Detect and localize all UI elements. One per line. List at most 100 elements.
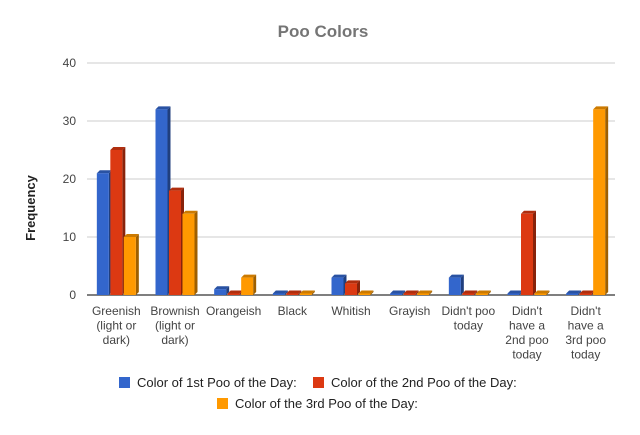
bar-top <box>182 210 198 214</box>
bar-top <box>448 274 464 278</box>
bar-face <box>96 173 109 295</box>
bar-face <box>155 109 168 296</box>
bar-top <box>521 210 536 214</box>
x-category-label: Whitish <box>331 304 370 318</box>
bar <box>521 210 536 295</box>
bar <box>462 290 478 295</box>
x-category-label-line: dark) <box>103 333 130 347</box>
bar-face <box>286 293 299 295</box>
x-category-label-line: dark) <box>161 333 188 347</box>
bar-side <box>298 290 302 295</box>
bar-top <box>475 290 491 294</box>
bar-top <box>214 286 230 290</box>
x-category-label: Didn't have a 2nd poo today <box>505 304 549 362</box>
x-category-label-line: (light or <box>155 319 195 333</box>
x-category-label-line: Whitish <box>331 304 370 318</box>
bar-side <box>370 290 374 295</box>
bar-face <box>345 283 357 295</box>
bar-top <box>110 147 126 150</box>
x-category-label-line: Grayish <box>389 304 430 318</box>
x-category-label: Orangeish <box>206 304 261 318</box>
bar-face <box>403 293 416 295</box>
y-tick-label: 40 <box>63 56 77 70</box>
bar-face <box>272 293 285 295</box>
legend-swatch <box>313 377 324 388</box>
bar <box>169 187 184 295</box>
bar <box>579 290 595 295</box>
x-category-label-line: have a <box>509 319 545 333</box>
bar <box>182 210 198 295</box>
x-category-label-line: today <box>454 319 483 333</box>
bar <box>358 290 374 295</box>
x-category-label-line: 2nd poo <box>505 333 549 347</box>
bar-face <box>448 277 461 295</box>
x-category-label-line: 3rd poo <box>565 333 606 347</box>
x-category-label: Black <box>278 304 308 318</box>
bar-face <box>227 293 240 295</box>
bar-face <box>417 293 430 295</box>
bar-top <box>286 290 302 294</box>
bar-top <box>462 290 478 294</box>
bar-top <box>272 290 288 294</box>
bar <box>214 286 230 295</box>
bar <box>448 274 464 295</box>
bar <box>417 290 433 295</box>
legend: Color of 1st Poo of the Day: Color of the… <box>119 375 517 411</box>
bar-face <box>579 293 592 295</box>
x-category-label: Greenish (light or dark) <box>92 304 141 347</box>
bar-top <box>579 290 595 294</box>
bar-top <box>331 274 347 278</box>
bar-face <box>110 150 123 295</box>
bar-top <box>390 290 406 294</box>
bar <box>241 274 257 295</box>
bar-side <box>460 274 464 295</box>
y-axis-label: Frequency <box>23 174 38 241</box>
y-tick-label: 10 <box>63 230 77 244</box>
x-category-label: Brownish (light or dark) <box>150 304 199 347</box>
bar-side <box>429 290 433 295</box>
bar-side <box>533 210 536 295</box>
bar-top <box>227 290 243 294</box>
bar-side <box>415 290 419 295</box>
y-axis-ticks: 0 10 20 30 40 <box>63 56 77 302</box>
x-category-label-line: Didn't <box>512 304 543 318</box>
bar-face <box>593 109 606 296</box>
bar-side <box>253 274 257 295</box>
bar <box>345 280 360 295</box>
y-tick-label: 30 <box>63 114 77 128</box>
x-category-label-line: Black <box>278 304 308 318</box>
bar <box>534 290 550 295</box>
y-tick-label: 20 <box>63 172 77 186</box>
bar-face <box>507 293 520 295</box>
bar-face <box>358 293 371 295</box>
bar-side <box>402 290 406 295</box>
x-category-label-line: today <box>512 348 541 362</box>
bar-face <box>182 213 195 295</box>
bar-top <box>403 290 419 294</box>
bar-face <box>169 190 181 295</box>
bar-side <box>135 234 139 295</box>
bar-top <box>358 290 374 294</box>
x-category-label-line: Didn't poo <box>441 304 495 318</box>
bar-side <box>311 290 315 295</box>
bar-face <box>566 293 579 295</box>
bar-top <box>169 187 184 191</box>
legend-label: Color of the 2nd Poo of the Day: <box>331 375 517 390</box>
bar-side <box>284 290 288 295</box>
bar <box>286 290 302 295</box>
bar-top <box>299 290 315 294</box>
bar-top <box>593 106 609 110</box>
legend-swatch <box>217 398 228 409</box>
x-category-label-line: Orangeish <box>206 304 261 318</box>
bar <box>96 170 112 295</box>
bar-side <box>546 290 550 295</box>
x-category-label-line: Brownish <box>150 304 199 318</box>
bar <box>299 290 315 295</box>
bar-face <box>534 293 547 295</box>
chart-title: Poo Colors <box>278 22 369 41</box>
x-category-label: Didn't poo today <box>441 304 495 333</box>
bar <box>566 290 582 295</box>
bar-top <box>241 274 257 278</box>
legend-item: Color of the 2nd Poo of the Day: <box>313 375 517 390</box>
